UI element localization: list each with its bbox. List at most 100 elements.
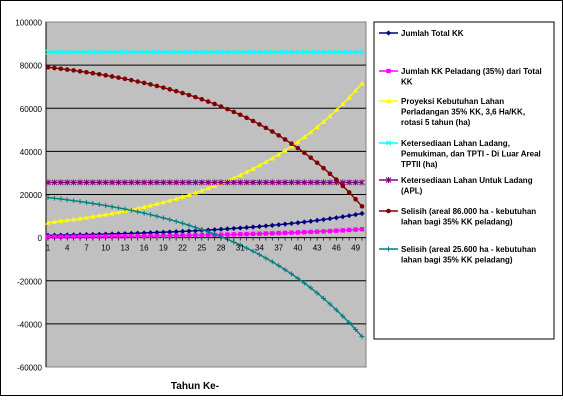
data-point [58,234,64,239]
data-point [90,70,96,76]
data-point [160,199,166,205]
data-point [327,216,333,222]
data-point [102,179,109,186]
data-point [256,162,263,168]
data-point [173,229,179,235]
data-point [135,205,141,211]
data-point [154,83,160,89]
data-point [199,232,204,238]
data-point [58,66,64,72]
data-point [84,69,89,75]
data-point [231,109,237,115]
legend-item: Proyeksi Kebutuhan Lahan Perladangan 35% … [379,97,525,127]
data-point [256,179,263,186]
data-point [270,231,275,236]
x-tick-label: 16 [140,244,149,253]
legend-item: Jumlah Total KK [379,29,464,38]
data-point [192,224,198,230]
data-point [212,231,218,237]
data-point [340,214,346,220]
data-point [243,179,250,186]
data-point [160,215,166,221]
data-point [386,208,391,214]
data-point [244,245,250,251]
data-point [263,223,269,229]
data-point [295,49,301,55]
x-tick-label: 34 [255,244,264,253]
legend-item: Selisih (areal 86.000 ha - kebutuhan laha… [379,207,536,227]
data-point [84,234,89,239]
data-point [180,220,186,226]
x-tick-label: 43 [313,244,322,253]
data-point [129,77,134,83]
data-point [263,231,269,236]
data-point [237,172,243,178]
data-point [141,179,147,186]
data-point [314,290,320,296]
data-point [231,175,237,180]
data-point [301,49,307,55]
data-point [199,227,205,233]
data-point [141,233,147,239]
series-layer [45,49,365,340]
data-point [192,190,198,195]
data-point [276,49,282,55]
data-point [276,151,282,157]
data-point [321,229,326,234]
data-point [302,229,307,235]
legend-item: Ketersediaan Lahan Untuk Ladang (APL) [379,176,533,196]
data-point [225,106,230,112]
data-point [166,179,173,186]
data-point [314,160,320,166]
data-point [167,197,173,203]
data-point [237,225,243,231]
data-point [295,230,301,235]
data-point [385,140,392,146]
data-point [218,179,224,186]
x-tick-label: 19 [159,244,168,253]
data-point [109,74,115,79]
x-tick-label: 49 [351,244,360,253]
data-point [250,166,256,171]
data-point [224,179,231,186]
data-point [263,255,269,261]
data-point [192,228,198,234]
data-point [109,234,115,239]
data-point [225,232,230,237]
legend: Jumlah Total KK Jumlah KK Peladang (35%) … [379,29,542,265]
data-point [250,248,256,254]
data-point [77,215,83,221]
data-point [244,224,250,231]
data-point [103,73,108,78]
data-point [96,71,102,77]
y-tick-label: -60000 [17,364,42,373]
data-point [109,204,115,210]
data-point [263,49,269,55]
data-point [71,216,77,222]
data-point [173,88,179,94]
data-point [256,49,263,55]
data-point [192,49,198,55]
data-point [224,226,231,232]
data-point [45,49,51,55]
data-point [314,49,320,55]
data-point [359,227,365,232]
x-tick-label: 4 [65,244,70,253]
data-point [52,65,57,71]
data-point [314,229,320,234]
data-point [282,49,288,55]
data-point [147,179,154,186]
data-point [256,252,262,258]
data-point [308,218,314,224]
data-point [244,115,249,121]
data-point [141,204,147,209]
data-point [64,217,70,223]
legend-label: Selisih (areal 86.000 ha - kebutuhan laha… [401,207,536,227]
data-point [128,179,135,186]
data-point [346,94,352,100]
data-point [359,334,365,340]
data-point [327,49,333,55]
data-point [269,49,275,55]
data-point [359,179,365,186]
data-point [128,207,134,213]
